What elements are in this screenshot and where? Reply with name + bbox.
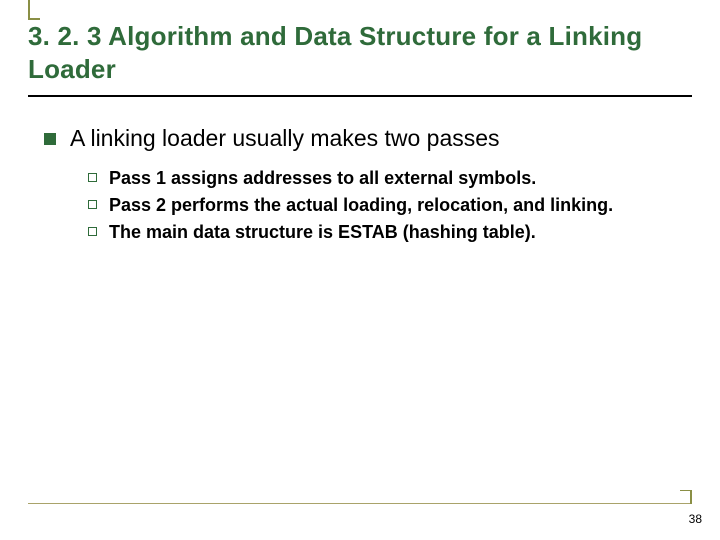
square-outline-bullet-icon	[88, 227, 97, 236]
square-filled-bullet-icon	[44, 133, 56, 145]
bullet-level1: A linking loader usually makes two passe…	[44, 125, 692, 153]
level1-text: A linking loader usually makes two passe…	[70, 125, 500, 153]
level2-list: Pass 1 assigns addresses to all external…	[44, 167, 692, 245]
square-outline-bullet-icon	[88, 173, 97, 182]
slide: 3. 2. 3 Algorithm and Data Structure for…	[0, 0, 720, 540]
bottom-rule	[28, 503, 692, 504]
title-block: 3. 2. 3 Algorithm and Data Structure for…	[28, 20, 692, 97]
page-number: 38	[689, 512, 702, 526]
bullet-level2: Pass 2 performs the actual loading, relo…	[88, 194, 692, 217]
slide-body: A linking loader usually makes two passe…	[28, 125, 692, 245]
bullet-level2: The main data structure is ESTAB (hashin…	[88, 221, 692, 244]
bottom-corner-accent	[680, 490, 692, 504]
level2-text: Pass 1 assigns addresses to all external…	[109, 167, 536, 190]
slide-title: 3. 2. 3 Algorithm and Data Structure for…	[28, 20, 692, 85]
title-corner-accent	[28, 0, 40, 20]
bullet-level2: Pass 1 assigns addresses to all external…	[88, 167, 692, 190]
level2-text: The main data structure is ESTAB (hashin…	[109, 221, 536, 244]
level2-text: Pass 2 performs the actual loading, relo…	[109, 194, 613, 217]
square-outline-bullet-icon	[88, 200, 97, 209]
